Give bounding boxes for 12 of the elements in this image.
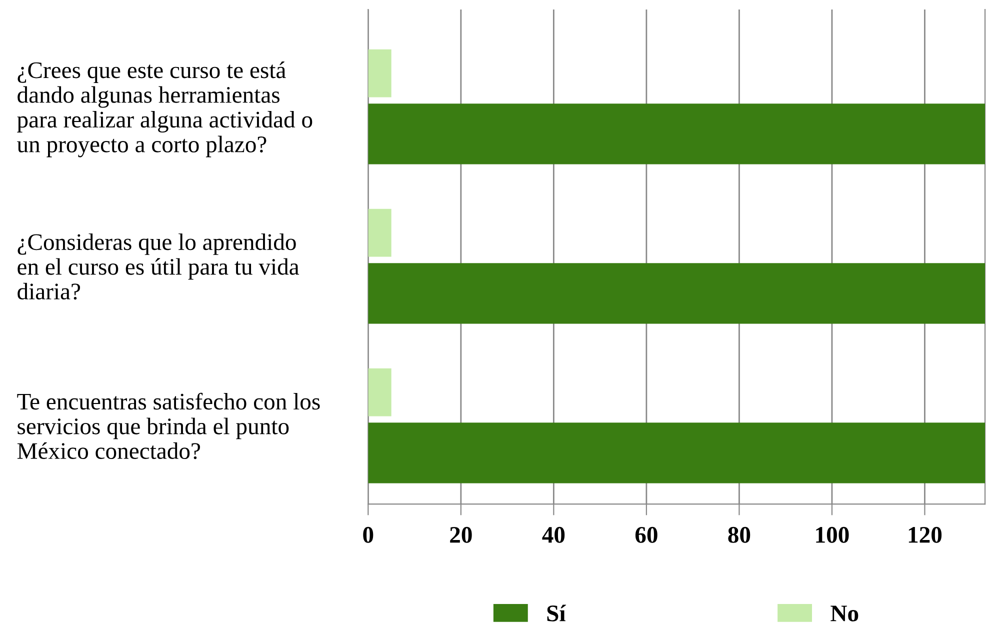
y-tick-label: ¿Crees que este curso te está dando algunas herramientas para realizar alguna actividad o un proyecto a corto plazo? xyxy=(17,62,312,158)
x-tick-label: 80 xyxy=(728,526,750,543)
y-tick-label: Te encuentras satisfecho con los servicios que brinda el punto México conectado? xyxy=(17,392,320,460)
x-tick-label: 100 xyxy=(816,526,849,543)
x-tick-label: 0 xyxy=(363,526,374,543)
legend-label: Sí xyxy=(547,604,566,622)
x-tick-label: 60 xyxy=(635,526,658,543)
x-tick-label: 120 xyxy=(908,526,942,543)
x-tick-label: 20 xyxy=(450,526,472,543)
x-tick-label: 40 xyxy=(542,526,565,543)
y-tick-label: ¿Consideras que lo aprendido en el curso es útil para tu vida diaria? xyxy=(18,233,300,300)
legend-label: No xyxy=(830,606,858,622)
